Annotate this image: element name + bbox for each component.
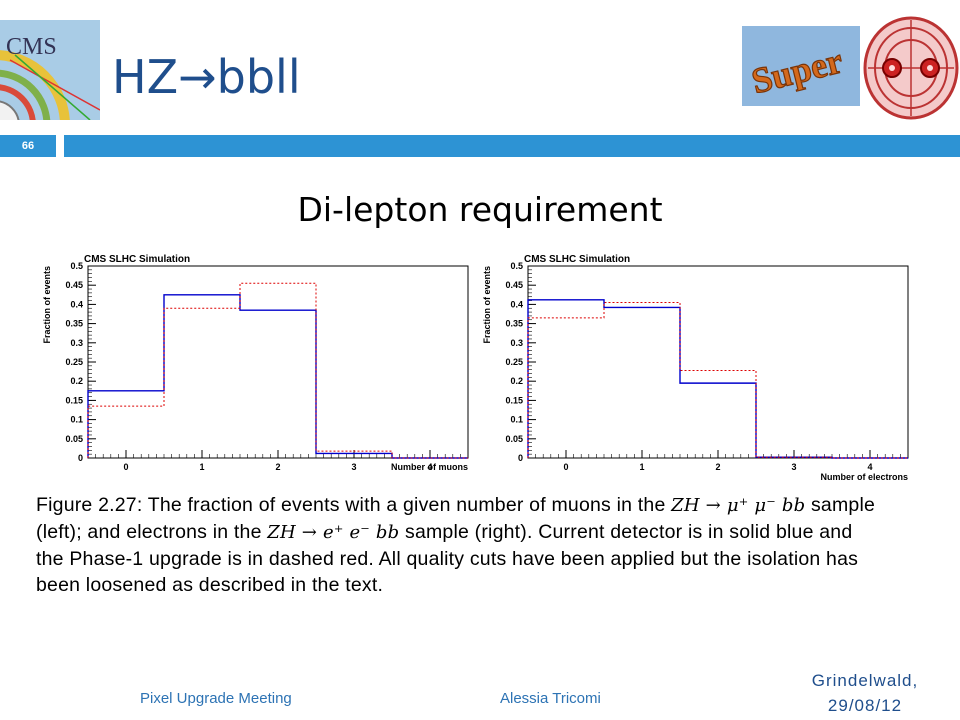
y-tick-label: 0: [518, 453, 523, 463]
lhc-magnet-logo: [862, 16, 960, 120]
x-tick-label: 4: [867, 462, 872, 472]
muon-histogram: CMS SLHC Simulation 0 0.05 0.1 0.15 0.2 0.25 0.…: [42, 254, 469, 472]
y-tick-label: 0.3: [70, 338, 83, 348]
y-tick-label: 0.15: [505, 395, 523, 405]
y-tick-label: 0.05: [65, 434, 83, 444]
x-tick-label: 3: [791, 462, 796, 472]
y-tick-label: 0.45: [505, 280, 523, 290]
figure-caption: Figure 2.27: The fraction of events with…: [36, 492, 926, 598]
y-tick-label: 0.1: [510, 415, 523, 425]
x-axis-label: Number of electrons: [820, 472, 908, 482]
y-tick-label: 0.05: [505, 434, 523, 444]
plot-frame: [527, 265, 909, 459]
plot-title: CMS SLHC Simulation: [84, 254, 190, 265]
x-axis-label: Number of muons: [391, 462, 468, 472]
y-tick-label: 0.4: [70, 299, 83, 309]
caption-line-4: been loosened as described in the text.: [36, 574, 384, 596]
y-tick-label: 0.2: [70, 376, 83, 386]
x-tick-label: 2: [275, 462, 280, 472]
slide-subtitle: Di-lepton requirement: [297, 190, 663, 229]
x-tick-label: 0: [563, 462, 568, 472]
current-solid-blue-series: [527, 299, 908, 459]
header-bar: [64, 135, 960, 157]
plot-frame: [87, 265, 469, 459]
cms-logo-text: CMS: [6, 34, 57, 60]
y-tick-label: 0.2: [510, 376, 523, 386]
y-tick-label: 0.35: [505, 319, 523, 329]
x-tick-label: 0: [123, 462, 128, 472]
caption-line-1: Figure 2.27: The fraction of events with…: [36, 494, 876, 516]
y-tick-label: 0.5: [70, 261, 83, 271]
caption-line-2: (left); and electrons in the ZH → e⁺ e⁻ …: [36, 521, 853, 543]
caption-math-1: ZH → μ⁺ μ⁻ bb: [671, 495, 806, 516]
y-tick-label: 0.4: [510, 299, 523, 309]
y-tick-label: 0.1: [70, 415, 83, 425]
slide-number: 66: [0, 135, 56, 157]
caption-math-2: ZH → e⁺ e⁻ bb: [267, 522, 400, 543]
footer-date: 29/08/12: [827, 696, 903, 715]
current-solid-blue-series: [87, 294, 468, 459]
footer-meeting: Pixel Upgrade Meeting: [140, 690, 292, 707]
y-tick-label: 0.45: [65, 280, 83, 290]
y-tick-label: 0.25: [65, 357, 83, 367]
x-tick-label: 4: [427, 462, 432, 472]
y-tick-label: 0.3: [510, 338, 523, 348]
x-tick-label: 1: [639, 462, 644, 472]
y-tick-label: 0.15: [65, 395, 83, 405]
caption-line-3: the Phase-1 upgrade is in dashed red. Al…: [36, 548, 859, 570]
y-tick-label: 0.25: [505, 357, 523, 367]
x-tick-label: 1: [199, 462, 204, 472]
electron-histogram: CMS SLHC Simulation 0 0.05 0.1 0.15 0.2 0.25 0.…: [482, 254, 909, 482]
y-tick-label: 0.5: [510, 261, 523, 271]
y-axis-label: Fraction of events: [482, 266, 492, 344]
footer-location: Grindelwald,: [811, 671, 919, 690]
super-logo: Super: [742, 26, 860, 106]
page-title: HZ→bbll: [112, 50, 301, 104]
x-tick-label: 3: [351, 462, 356, 472]
y-axis-label: Fraction of events: [42, 266, 52, 344]
phase1-dashed-red-series: [87, 282, 468, 459]
footer-author: Alessia Tricomi: [500, 690, 601, 707]
cms-logo: CMS: [0, 20, 100, 120]
plot-title: CMS SLHC Simulation: [524, 254, 630, 265]
y-tick-label: 0: [78, 453, 83, 463]
x-tick-label: 2: [715, 462, 720, 472]
y-tick-label: 0.35: [65, 319, 83, 329]
footer-location-date: Grindelwald, 29/08/12: [780, 668, 950, 718]
